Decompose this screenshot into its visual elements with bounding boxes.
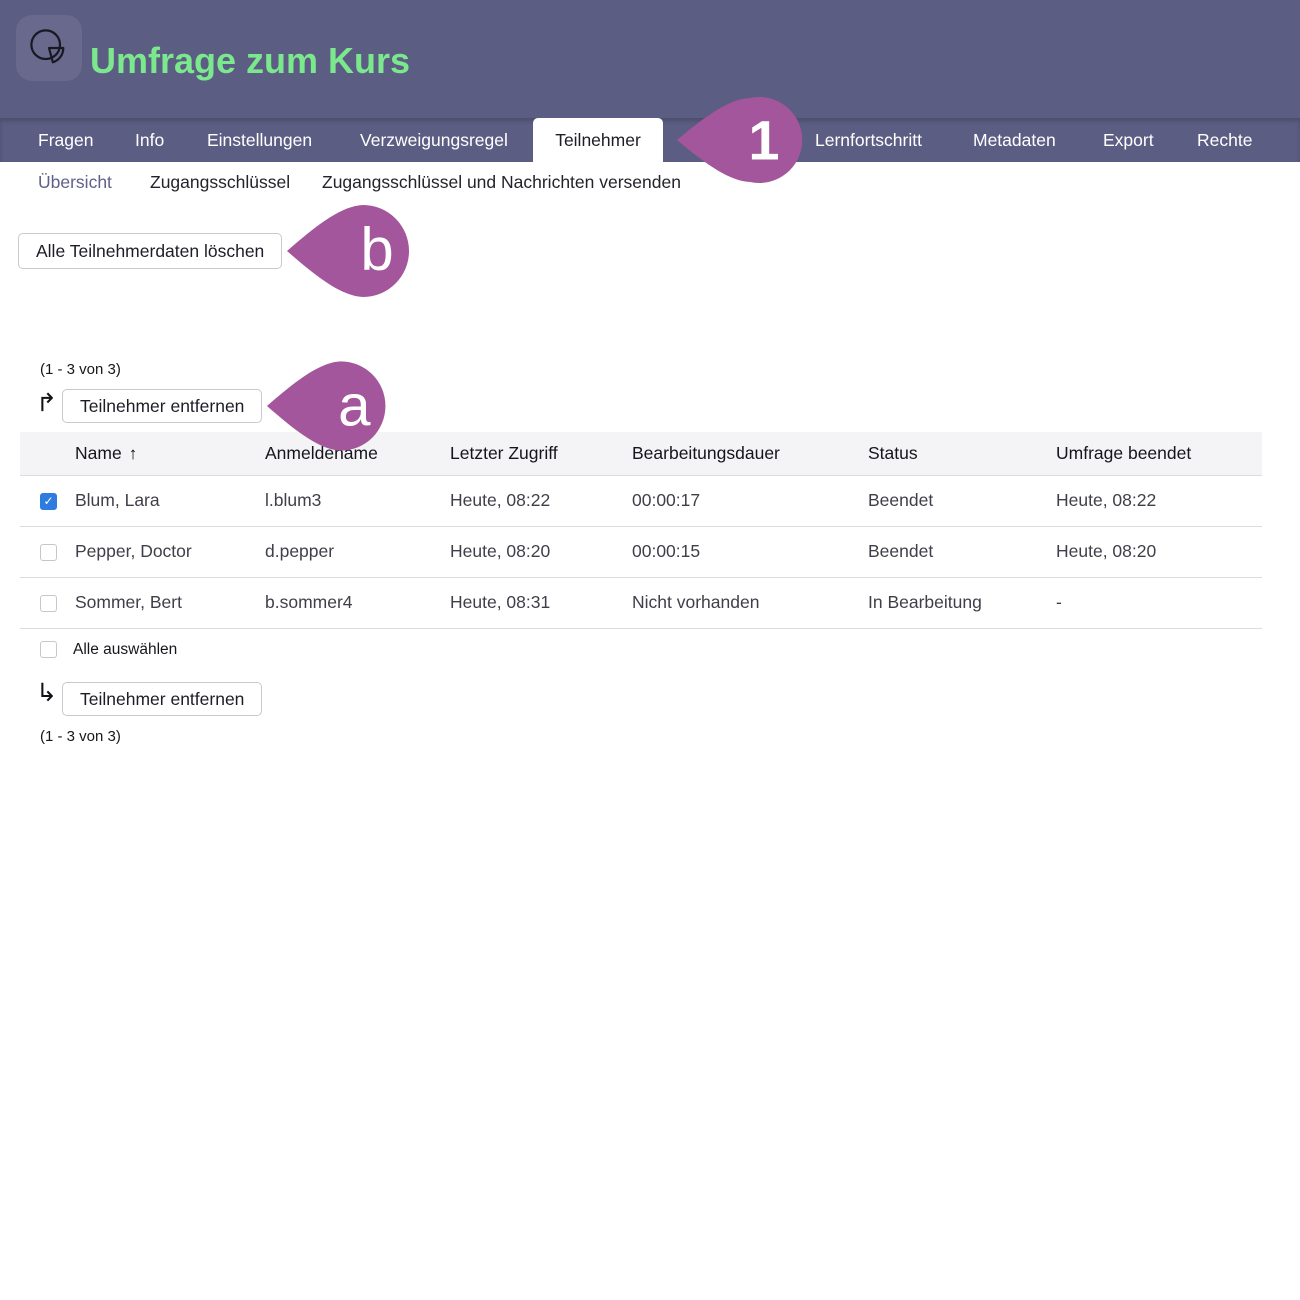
table-header-row: Name ↑ Anmeldename Letzter Zugriff Bearbe…: [20, 432, 1262, 475]
select-all-label: Alle auswählen: [73, 641, 178, 658]
pagination-bottom: (1 - 3 von 3): [40, 728, 121, 745]
select-all-checkbox[interactable]: [40, 641, 57, 658]
remove-participants-button-top[interactable]: Teilnehmer entfernen: [62, 389, 263, 423]
arrow-up-right-icon: ↱: [36, 389, 57, 417]
cell-anmeldename: d.pepper: [265, 541, 335, 561]
arrow-down-right-icon: ↳: [36, 679, 57, 707]
tab-fragen[interactable]: Fragen: [38, 130, 94, 150]
cell-status: Beendet: [868, 490, 934, 510]
column-header-name[interactable]: Name ↑: [75, 442, 138, 463]
table-row: Blum, Lara l.blum3 Heute, 08:22 00:00:17…: [20, 475, 1262, 526]
cell-bearbeitungsdauer: 00:00:15: [632, 541, 701, 561]
column-header-umfrage-beendet[interactable]: Umfrage beendet: [1056, 442, 1192, 463]
row-checkbox[interactable]: [40, 594, 57, 612]
table-row: Sommer, Bert b.sommer4 Heute, 08:31 Nich…: [20, 577, 1262, 628]
cell-umfrage-beendet: -: [1056, 592, 1062, 612]
tab-teilnehmer[interactable]: Teilnehmer: [533, 118, 663, 165]
tab-einstellungen[interactable]: Einstellungen: [207, 130, 313, 150]
pagination-top: (1 - 3 von 3): [40, 361, 121, 378]
tab-metadaten[interactable]: Metadaten: [973, 130, 1056, 150]
cell-status: Beendet: [868, 541, 934, 561]
participants-table: Name ↑ Anmeldename Letzter Zugriff Bearbe…: [20, 432, 1262, 629]
cell-bearbeitungsdauer: Nicht vorhanden: [632, 592, 760, 612]
column-header-letzter-zugriff[interactable]: Letzter Zugriff: [450, 442, 558, 463]
cell-letzter-zugriff: Heute, 08:20: [450, 541, 551, 561]
cell-umfrage-beendet: Heute, 08:22: [1056, 490, 1157, 510]
cell-bearbeitungsdauer: 00:00:17: [632, 490, 701, 510]
annotation-marker-1-label: 1: [748, 109, 779, 172]
tab-rechte[interactable]: Rechte: [1197, 130, 1253, 150]
remove-participants-button-bottom[interactable]: Teilnehmer entfernen: [62, 682, 263, 716]
delete-all-participants-button[interactable]: Alle Teilnehmerdaten löschen: [18, 233, 283, 269]
tab-lernfortschritt[interactable]: Lernfortschritt: [815, 130, 922, 150]
cell-umfrage-beendet: Heute, 08:20: [1056, 541, 1157, 561]
cell-anmeldename: b.sommer4: [265, 592, 353, 612]
column-header-bearbeitungsdauer[interactable]: Bearbeitungsdauer: [632, 442, 780, 463]
annotation-marker-1: 1: [677, 97, 803, 183]
cell-name: Blum, Lara: [75, 490, 160, 510]
cell-letzter-zugriff: Heute, 08:22: [450, 490, 551, 510]
cell-status: In Bearbeitung: [868, 592, 982, 612]
app-logo: [16, 15, 82, 81]
row-checkbox[interactable]: [40, 492, 57, 510]
cell-name: Pepper, Doctor: [75, 541, 192, 561]
subnav-zugangsschluessel[interactable]: Zugangsschlüssel: [150, 172, 291, 192]
sort-ascending-icon: ↑: [128, 443, 138, 463]
page-title: Umfrage zum Kurs: [90, 40, 411, 81]
app-header: Umfrage zum Kurs: [0, 0, 1300, 118]
subnav-zugangsschluessel-nachrichten[interactable]: Zugangsschlüssel und Nachrichten versend…: [322, 172, 681, 192]
tab-info[interactable]: Info: [135, 130, 165, 150]
annotation-marker-b: b: [287, 205, 409, 297]
pie-chart-icon: [30, 29, 65, 64]
tab-bar: Fragen Info Einstellungen Verzweigungsre…: [0, 118, 1300, 165]
cell-anmeldename: l.blum3: [265, 490, 322, 510]
tab-verzweigungsregel[interactable]: Verzweigungsregel: [360, 130, 508, 150]
table-row: Pepper, Doctor d.pepper Heute, 08:20 00:…: [20, 526, 1262, 577]
annotation-marker-a: a: [266, 361, 386, 451]
column-header-status[interactable]: Status: [868, 442, 918, 463]
header-checkbox-spacer: [20, 432, 75, 475]
annotation-marker-b-label: b: [360, 216, 393, 283]
row-checkbox[interactable]: [40, 543, 57, 561]
tab-export[interactable]: Export: [1103, 130, 1154, 150]
cell-letzter-zugriff: Heute, 08:31: [450, 592, 551, 612]
annotation-marker-a-label: a: [338, 374, 371, 439]
subnav-uebersicht[interactable]: Übersicht: [38, 172, 112, 192]
cell-name: Sommer, Bert: [75, 592, 182, 612]
